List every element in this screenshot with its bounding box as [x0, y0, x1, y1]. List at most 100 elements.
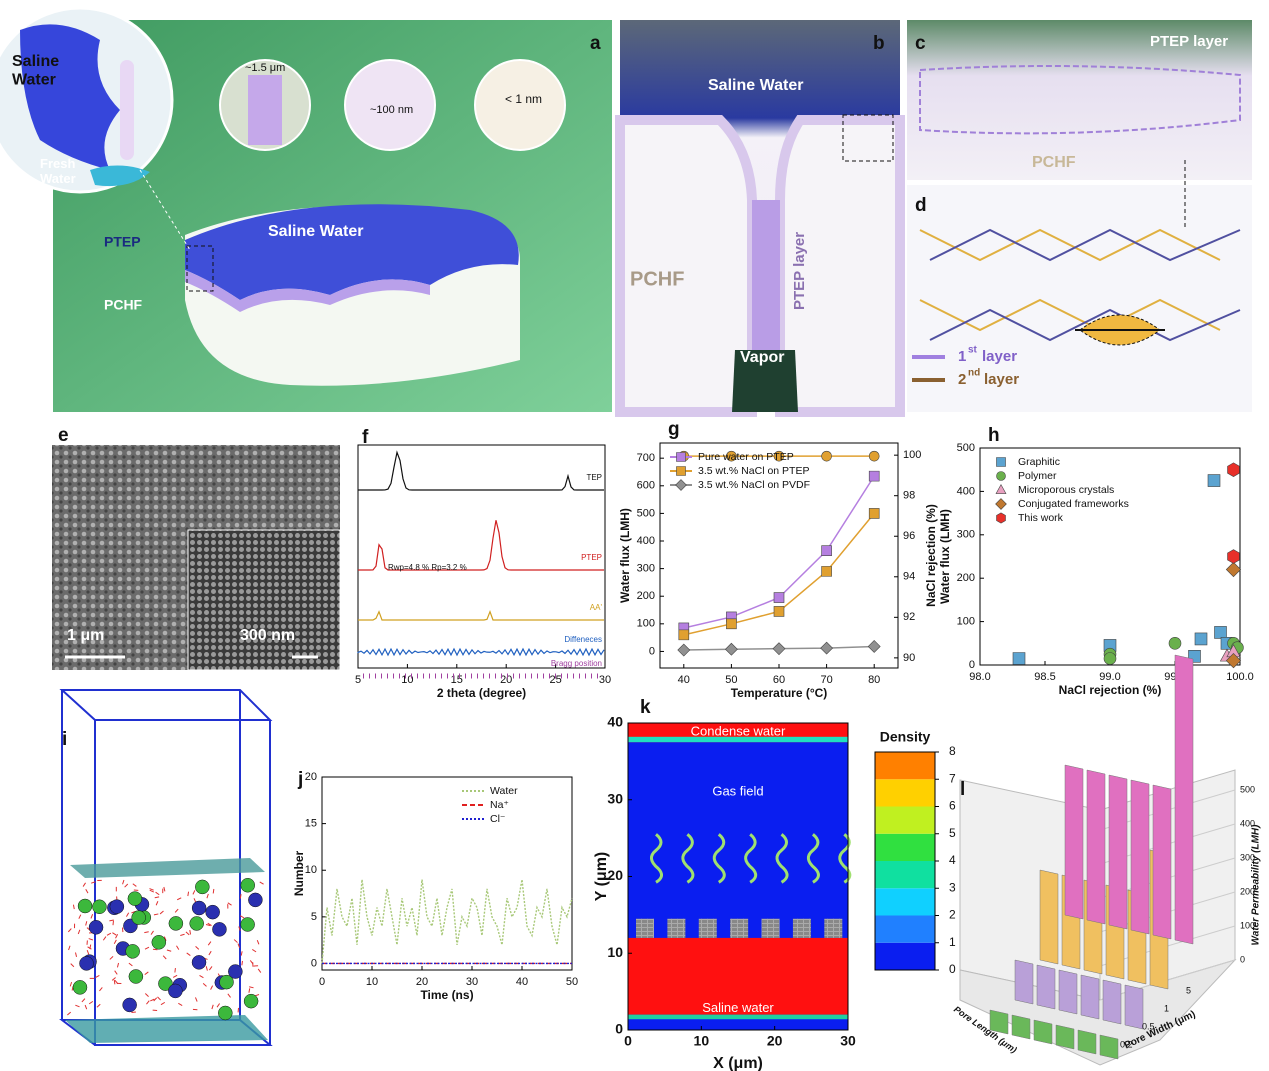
panel-label: d	[915, 195, 927, 216]
layer-label: PTEP layer	[791, 232, 808, 310]
legend-label: Microporous crystals	[1018, 484, 1114, 496]
water-molecule	[211, 1004, 214, 1010]
zoom-box	[186, 245, 214, 292]
bar-3d	[1014, 959, 1034, 1005]
density-region	[628, 937, 848, 1015]
pore-size: < 1 nm	[505, 92, 542, 106]
panel-c: c PTEP layer PCHF	[907, 20, 1252, 180]
marker	[1103, 652, 1117, 665]
water-molecule	[186, 952, 191, 956]
marker	[868, 470, 880, 482]
x-tick-label: 50	[725, 674, 737, 686]
water-molecule	[86, 949, 90, 955]
ion	[240, 877, 255, 893]
y2-tick-label: 90	[903, 652, 915, 664]
trace-label: Diffeneces	[564, 635, 602, 644]
legend-label: 1	[958, 348, 966, 365]
vapor-zone	[732, 350, 798, 412]
bar-3d	[1055, 1024, 1075, 1050]
x-tick-label: 5	[1186, 985, 1191, 995]
bar-3d	[1077, 1029, 1097, 1055]
y-tick-label: 300	[957, 529, 975, 541]
marker	[773, 606, 785, 617]
x-tick-label: 40	[516, 976, 528, 988]
marker	[821, 545, 832, 556]
marker	[724, 642, 738, 656]
legend-label: layer	[982, 348, 1017, 365]
fit-note: Rwp=4.8 % Rp=3.2 %	[388, 563, 467, 572]
water-molecule	[160, 1001, 166, 1006]
trace-label: AA'	[590, 603, 603, 612]
water-molecule	[131, 1011, 136, 1013]
colorbar-band	[875, 752, 935, 780]
panel-label: g	[668, 419, 680, 440]
layer-label: PTEP layer	[1150, 33, 1228, 50]
colorbar-label: 2	[949, 908, 956, 922]
water-molecule	[237, 943, 241, 948]
y-tick-label: 0	[311, 957, 317, 969]
x-tick-label: 0.2	[1120, 1039, 1133, 1049]
ion	[219, 974, 234, 990]
ion	[168, 983, 183, 999]
water-molecule	[116, 982, 122, 984]
pore-size: ~100 nm	[370, 104, 413, 116]
zoom-pore	[248, 75, 282, 145]
marker	[1227, 462, 1240, 477]
water-molecule	[252, 949, 257, 953]
water-molecule	[84, 1004, 88, 1010]
water-molecule	[238, 926, 241, 931]
inset-label: Saline Water	[12, 53, 59, 88]
y2-tick-label: 94	[903, 571, 915, 583]
ion	[92, 899, 107, 915]
water-molecule	[125, 912, 130, 917]
ion	[77, 898, 93, 914]
ion	[88, 920, 104, 935]
x-tick-label: 1	[1164, 1003, 1169, 1013]
z-tick-label: 500	[1240, 784, 1255, 794]
marker	[821, 566, 832, 577]
water-molecule	[152, 1009, 158, 1012]
y-tick-label: 200	[957, 572, 975, 584]
bar-3d	[1130, 779, 1150, 935]
trace-label: PTEP	[581, 553, 602, 562]
colorbar-label: 4	[949, 853, 956, 867]
water-molecule	[206, 893, 209, 899]
vapor-label: Vapor	[740, 349, 784, 366]
ion	[125, 944, 140, 959]
y-tick-label: 700	[637, 452, 655, 464]
scale-label: 300 nm	[240, 627, 295, 644]
y-tick-label: 0	[649, 645, 655, 657]
marker	[676, 466, 686, 476]
marker	[1103, 639, 1117, 652]
water-molecule	[227, 904, 229, 909]
pillar	[667, 918, 686, 938]
legend-label: Pure water on PTEP	[698, 451, 794, 463]
marker	[773, 592, 785, 603]
water-molecule	[205, 924, 211, 927]
water-molecule	[174, 968, 176, 973]
water-molecule	[67, 928, 72, 933]
marker	[1168, 636, 1182, 650]
marker	[995, 483, 1007, 494]
trace-label: Bragg position	[551, 659, 602, 668]
water-molecule	[194, 997, 198, 1002]
marker	[996, 457, 1006, 467]
pillar	[761, 918, 780, 938]
ion	[191, 955, 207, 970]
water-molecule	[85, 888, 89, 894]
panel-label: h	[988, 425, 1000, 446]
water-molecule	[162, 955, 167, 960]
water-molecule	[192, 1008, 198, 1011]
x-tick-label: 30	[599, 674, 611, 686]
vapor-path	[744, 833, 758, 884]
marker	[820, 641, 834, 655]
water-molecule	[128, 962, 133, 967]
water-molecule	[150, 998, 155, 1002]
ion	[212, 922, 227, 937]
water-molecule	[102, 936, 107, 941]
colorbar-label: 0	[949, 962, 956, 976]
ion	[218, 1005, 233, 1021]
panel-a: a Saline Water Fresh Water ~1.5 μm ~100 nm…	[0, 6, 612, 412]
colorbar-band	[875, 806, 935, 834]
colorbar-band	[875, 915, 935, 943]
